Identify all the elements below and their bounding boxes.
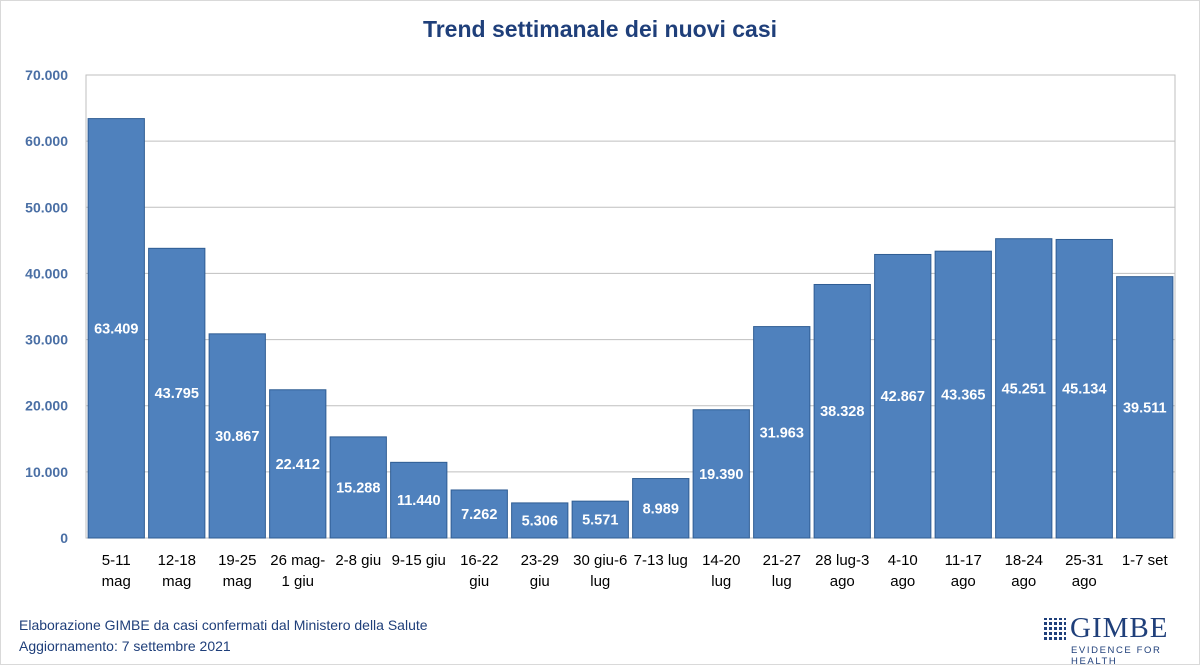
x-tick-label: 26 mag- <box>270 552 325 569</box>
bar <box>208 333 266 539</box>
gimbe-logo: GIMBE EVIDENCE FOR HEALTH <box>1040 612 1180 667</box>
data-label: 38.328 <box>820 404 864 420</box>
bar <box>934 250 992 539</box>
x-tick-label: 9-15 giu <box>392 552 446 569</box>
bar <box>269 389 327 539</box>
data-label: 45.134 <box>1062 382 1106 398</box>
y-tick-label: 30.000 <box>25 332 68 348</box>
x-tick-label: lug <box>772 573 792 590</box>
bar <box>148 247 206 539</box>
y-tick-label: 60.000 <box>25 133 68 149</box>
x-tick-label: giu <box>530 573 550 590</box>
logo-grid-icon <box>1044 618 1066 640</box>
data-label: 39.511 <box>1123 400 1167 416</box>
y-tick-label: 70.000 <box>25 67 68 83</box>
x-tick-label: mag <box>223 573 252 590</box>
data-label: 63.409 <box>94 321 138 337</box>
x-tick-label: 7-13 lug <box>634 552 688 569</box>
data-label: 5.571 <box>582 513 618 529</box>
x-tick-label: ago <box>951 573 976 590</box>
x-tick-label: ago <box>830 573 855 590</box>
bar <box>692 409 750 539</box>
x-tick-label: 23-29 <box>521 552 559 569</box>
x-tick-label: 21-27 <box>763 552 801 569</box>
source-note: Elaborazione GIMBE da casi confermati da… <box>19 617 428 633</box>
bar <box>813 283 871 539</box>
bar <box>390 461 448 539</box>
bar <box>87 118 145 539</box>
y-tick-label: 50.000 <box>25 199 68 215</box>
data-label: 19.390 <box>699 467 743 483</box>
chart-title: Trend settimanale dei nuovi casi <box>422 16 778 42</box>
y-tick-label: 20.000 <box>25 398 68 414</box>
x-tick-label: mag <box>102 573 131 590</box>
update-date: Aggiornamento: 7 settembre 2021 <box>19 638 231 654</box>
logo-wordmark: GIMBE <box>1070 612 1169 644</box>
x-tick-label: 4-10 <box>888 552 918 569</box>
x-tick-label: 1-7 set <box>1122 552 1169 569</box>
bar <box>1116 276 1174 539</box>
bar <box>1055 238 1113 539</box>
x-tick-label: 19-25 <box>218 552 256 569</box>
bar <box>511 502 569 539</box>
data-label: 15.288 <box>336 480 380 496</box>
data-label: 5.306 <box>522 513 558 529</box>
data-label: 11.440 <box>397 493 441 509</box>
x-tick-label: 2-8 giu <box>335 552 381 569</box>
x-tick-label: ago <box>890 573 915 590</box>
bar <box>571 500 629 539</box>
y-tick-label: 40.000 <box>25 265 68 281</box>
data-label: 8.989 <box>643 501 679 517</box>
x-tick-label: 28 lug-3 <box>815 552 869 569</box>
x-tick-label: 1 giu <box>281 573 314 590</box>
data-label: 30.867 <box>215 429 259 445</box>
x-tick-label: lug <box>711 573 731 590</box>
y-tick-label: 10.000 <box>25 464 68 480</box>
data-label: 31.963 <box>760 425 804 441</box>
plot-area <box>85 74 1176 539</box>
x-tick-label: lug <box>590 573 610 590</box>
x-tick-label: 25-31 <box>1065 552 1103 569</box>
x-tick-label: ago <box>1011 573 1036 590</box>
x-tick-label: giu <box>469 573 489 590</box>
data-label: 42.867 <box>881 389 925 405</box>
x-tick-label: 16-22 <box>460 552 498 569</box>
bar <box>874 253 932 539</box>
x-tick-label: ago <box>1072 573 1097 590</box>
logo-tagline: EVIDENCE FOR HEALTH <box>1071 645 1162 667</box>
x-tick-label: 11-17 <box>945 552 982 569</box>
data-label: 22.412 <box>276 457 320 473</box>
bar <box>995 238 1053 539</box>
x-tick-label: mag <box>162 573 191 590</box>
y-tick-label: 0 <box>60 530 68 546</box>
data-label: 43.795 <box>155 386 199 402</box>
data-label: 43.365 <box>941 388 985 404</box>
bar <box>450 489 508 539</box>
x-tick-label: 5-11 <box>102 552 131 569</box>
bar <box>632 478 690 539</box>
bar-chart: 0 10.000 20.000 30.000 40.000 50.000 60.000 70.… <box>25 67 1176 590</box>
bar <box>753 326 811 539</box>
x-tick-label: 14-20 <box>702 552 740 569</box>
bar <box>329 436 387 539</box>
x-tick-label: 12-18 <box>158 552 196 569</box>
data-label: 45.251 <box>1002 381 1046 397</box>
x-tick-label: 18-24 <box>1005 552 1043 569</box>
x-tick-label: 30 giu-6 <box>573 552 627 569</box>
data-label: 7.262 <box>461 507 497 523</box>
